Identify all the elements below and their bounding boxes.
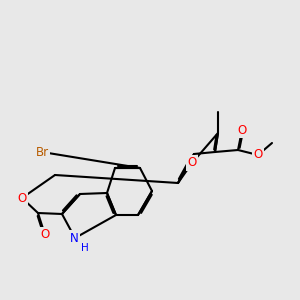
Text: N: N xyxy=(70,232,79,244)
Text: O: O xyxy=(188,157,196,169)
Text: H: H xyxy=(81,243,88,253)
Text: O: O xyxy=(237,124,247,136)
Text: O: O xyxy=(40,229,50,242)
Text: O: O xyxy=(17,191,27,205)
Text: O: O xyxy=(254,148,262,161)
Text: Br: Br xyxy=(35,146,49,158)
